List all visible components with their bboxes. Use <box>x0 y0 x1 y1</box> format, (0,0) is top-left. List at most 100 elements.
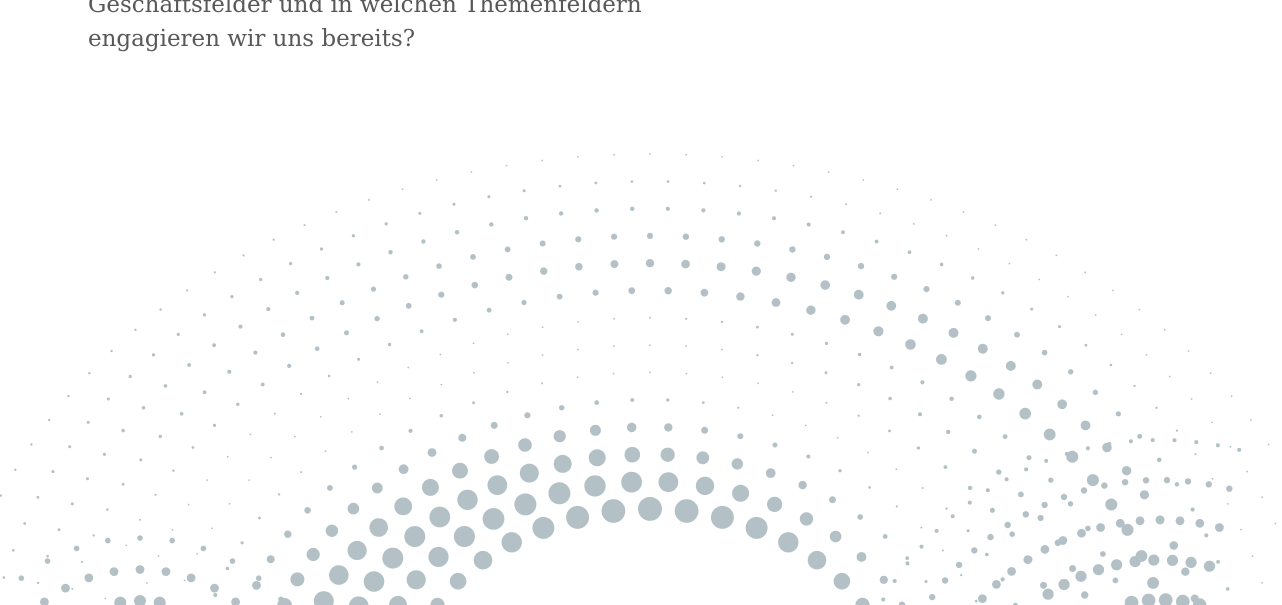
pattern-dot <box>685 345 687 348</box>
pattern-dot <box>1085 525 1091 532</box>
pattern-dot <box>452 317 457 322</box>
pattern-dot <box>487 475 508 495</box>
pattern-dot <box>612 372 615 375</box>
pattern-dot <box>259 277 263 282</box>
pattern-dot <box>300 392 303 396</box>
pattern-dot <box>472 342 475 345</box>
pattern-dot <box>405 302 412 309</box>
pattern-dot <box>638 496 662 521</box>
pattern-dot <box>473 550 493 570</box>
pattern-dot <box>438 291 445 298</box>
pattern-dot <box>109 567 119 576</box>
pattern-dot <box>1018 491 1024 498</box>
pattern-dot <box>721 376 724 379</box>
pattern-dot <box>1135 516 1145 526</box>
pattern-dot <box>1168 375 1171 378</box>
pattern-dot <box>905 561 910 566</box>
pattern-dot <box>163 384 168 388</box>
pattern-dot <box>757 382 759 385</box>
pattern-dot <box>484 449 499 464</box>
pattern-dot <box>12 549 15 552</box>
pattern-dot <box>994 224 997 227</box>
pattern-dot <box>721 348 723 351</box>
pattern-dot <box>1194 440 1199 445</box>
pattern-dot <box>575 262 583 271</box>
pattern-dot <box>541 382 543 385</box>
pattern-dot <box>1147 577 1159 589</box>
pattern-dot <box>765 468 776 478</box>
pattern-dot <box>767 496 783 512</box>
pattern-dot <box>1195 518 1205 528</box>
pattern-dot <box>1069 565 1077 572</box>
pattern-dot <box>519 463 539 483</box>
pattern-dot <box>470 171 473 174</box>
pattern-dot <box>1085 446 1090 451</box>
pattern-dot <box>1137 433 1143 439</box>
pattern-dot <box>1002 434 1008 439</box>
pattern-dot <box>44 558 51 564</box>
pattern-dot <box>228 502 231 505</box>
pattern-dot <box>786 272 796 282</box>
pattern-dot <box>601 499 626 523</box>
pattern-dot <box>539 240 546 247</box>
pattern-dot <box>889 365 894 370</box>
pattern-dot <box>701 426 709 434</box>
pattern-dot <box>404 526 426 547</box>
pattern-dot <box>382 547 404 569</box>
pattern-dot <box>558 184 562 188</box>
pattern-dot <box>1024 467 1029 472</box>
pattern-dot <box>838 469 842 473</box>
pattern-dot <box>186 289 189 292</box>
pattern-dot <box>774 189 777 192</box>
pattern-dot <box>374 315 380 322</box>
pattern-dot <box>429 506 451 528</box>
pattern-dot <box>1251 555 1254 557</box>
pattern-dot <box>613 317 615 320</box>
pattern-dot <box>363 571 385 592</box>
pattern-dot <box>1148 554 1160 566</box>
pattern-dot <box>384 222 388 226</box>
pattern-dot <box>790 332 794 336</box>
pattern-dot <box>710 505 734 529</box>
pattern-dot <box>325 524 339 537</box>
pattern-dot <box>588 449 606 467</box>
pattern-dot <box>577 321 579 323</box>
pattern-dot <box>1014 331 1020 338</box>
pattern-dot <box>921 487 924 489</box>
pattern-dot <box>592 289 599 296</box>
pattern-dot <box>439 414 443 418</box>
pattern-dot <box>1084 343 1088 347</box>
pattern-dot <box>541 326 544 328</box>
pattern-dot <box>1038 278 1041 281</box>
pattern-dot <box>138 518 141 521</box>
pattern-dot <box>1166 554 1179 567</box>
pattern-dot <box>695 476 715 496</box>
pattern-dot <box>421 478 439 496</box>
pattern-dot <box>1225 587 1230 591</box>
pattern-dot <box>855 597 870 605</box>
pattern-dot <box>664 423 673 432</box>
pattern-dot <box>977 414 982 420</box>
pattern-dot <box>1012 602 1018 605</box>
pattern-dot <box>1250 419 1252 421</box>
pattern-dot <box>403 274 409 280</box>
pattern-dot <box>736 292 745 301</box>
pattern-dot <box>732 484 750 502</box>
pattern-dot <box>879 575 888 584</box>
pattern-dot <box>272 238 275 241</box>
pattern-dot <box>1040 581 1047 589</box>
pattern-dot <box>368 198 371 201</box>
pattern-dot <box>1096 523 1105 532</box>
pattern-dot <box>1121 466 1132 476</box>
pattern-dot <box>1105 498 1118 511</box>
pattern-dot <box>919 544 924 549</box>
pattern-dot <box>427 448 437 457</box>
pattern-dot <box>936 354 947 365</box>
pattern-dot <box>645 259 655 268</box>
pattern-dot <box>490 421 498 429</box>
pattern-dot <box>971 547 978 554</box>
pattern-dot <box>36 581 40 585</box>
pattern-dot <box>1044 458 1049 463</box>
pattern-dot <box>881 597 886 602</box>
